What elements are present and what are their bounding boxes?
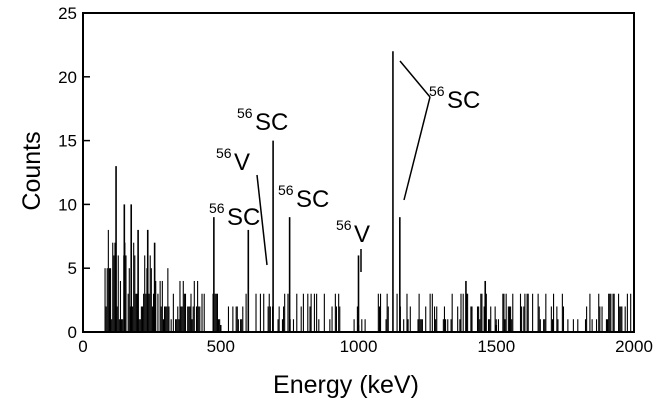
annotation-sc-top-right: 56 SC — [429, 83, 480, 114]
annotation-pointer — [403, 96, 431, 201]
x-axis-title: Energy (keV) — [273, 371, 419, 399]
y-tick-label: 10 — [58, 195, 77, 214]
spectrum-bars — [104, 51, 632, 332]
y-axis-title: Counts — [18, 131, 46, 210]
svg-text:56: 56 — [209, 200, 225, 216]
x-tick-label: 1000 — [340, 337, 378, 356]
annotation-v-left: 56 V — [216, 145, 250, 176]
annotation-pointer — [399, 60, 431, 98]
annotation-lines — [256, 60, 431, 272]
svg-text:SC: SC — [255, 109, 288, 136]
y-tick-label: 25 — [58, 4, 77, 23]
svg-text:SC: SC — [296, 186, 329, 213]
svg-text:SC: SC — [227, 204, 260, 231]
x-tick-label: 2000 — [615, 337, 653, 356]
svg-text:56: 56 — [237, 105, 253, 121]
y-tick-label: 15 — [58, 132, 77, 151]
y-tick-label: 20 — [58, 68, 77, 87]
svg-text:V: V — [234, 149, 250, 176]
svg-text:56: 56 — [278, 182, 294, 198]
axis-ticks: 0 500 1000 1500 2000 0 5 10 15 20 25 — [58, 4, 653, 356]
svg-text:56: 56 — [336, 217, 352, 233]
x-tick-label: 1500 — [477, 337, 515, 356]
annotation-sc-middle: 56 SC — [278, 182, 329, 213]
svg-text:V: V — [354, 221, 370, 248]
svg-text:SC: SC — [447, 87, 480, 114]
x-tick-label: 500 — [207, 337, 235, 356]
annotation-sc-top-center: 56 SC — [237, 105, 288, 136]
svg-text:56: 56 — [216, 145, 232, 161]
x-tick-label: 0 — [78, 337, 87, 356]
annotation-sc-lower-left: 56 SC — [209, 200, 260, 231]
annotation-v-right: 56 V — [336, 217, 370, 248]
y-tick-label: 5 — [68, 259, 77, 278]
y-tick-label: 0 — [68, 323, 77, 342]
svg-text:56: 56 — [429, 83, 445, 99]
annotation-pointer — [256, 174, 268, 266]
